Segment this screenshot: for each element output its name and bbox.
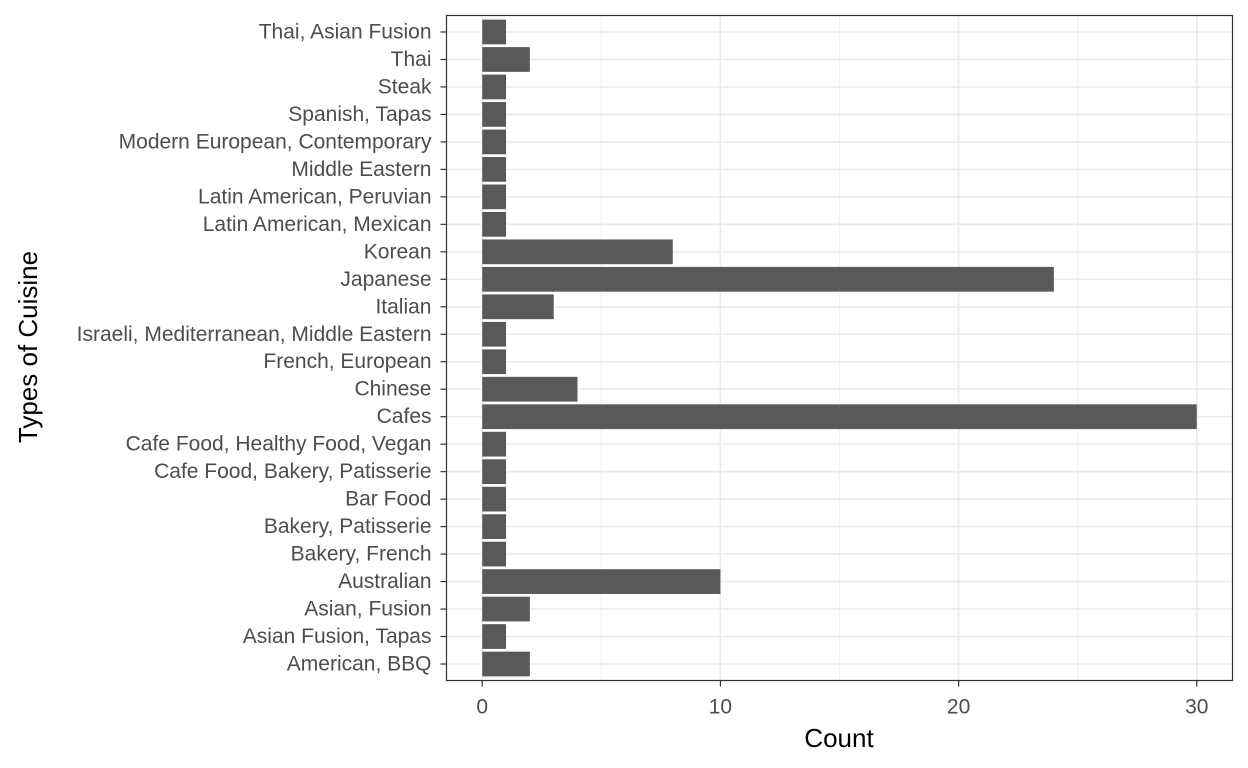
bar [482, 211, 507, 237]
bar [482, 349, 507, 375]
bar [482, 47, 530, 72]
bar [482, 266, 1054, 292]
x-tick-label: 30 [1185, 696, 1208, 719]
y-tick-label: Cafe Food, Bakery, Patisserie [154, 460, 431, 483]
bar [482, 624, 507, 649]
bar [482, 102, 507, 127]
y-tick-label: Latin American, Peruvian [198, 185, 431, 208]
y-tick-label: Bakery, Patisserie [264, 515, 432, 538]
bar [482, 321, 507, 347]
y-tick-label: Spanish, Tapas [288, 103, 431, 126]
bar [482, 157, 507, 182]
y-tick-label: Bar Food [345, 488, 431, 511]
y-tick-label: Cafes [377, 405, 432, 428]
y-tick-label: Italian [375, 295, 431, 318]
y-tick-label: Asian, Fusion [304, 598, 431, 621]
bar [482, 514, 507, 539]
y-tick-label: Japanese [340, 268, 431, 291]
bar [482, 294, 554, 320]
bar [482, 569, 721, 594]
bar [482, 376, 578, 402]
x-tick-label: 20 [947, 696, 970, 719]
y-tick-label: Thai [391, 48, 432, 71]
bar [482, 404, 1197, 430]
x-tick-label: 10 [709, 696, 732, 719]
y-tick-label: American, BBQ [287, 653, 432, 676]
y-tick-label: Australian [338, 570, 431, 593]
y-tick-label: Asian Fusion, Tapas [243, 625, 432, 648]
bar [482, 239, 673, 265]
x-tick-label: 0 [476, 696, 488, 719]
bar [482, 431, 507, 457]
x-axis: 0 10 20 30 [476, 680, 1208, 719]
y-tick-label: Modern European, Contemporary [119, 130, 432, 153]
x-axis-title: Count [804, 723, 874, 753]
y-axis-title: Types of Cuisine [13, 251, 43, 443]
y-tick-label: Israeli, Mediterranean, Middle Eastern [77, 323, 432, 346]
y-tick-label: Korean [364, 240, 432, 263]
y-tick-label: Steak [378, 75, 432, 98]
bar [482, 486, 507, 512]
bar [482, 184, 507, 210]
y-tick-label: Chinese [354, 378, 431, 401]
y-tick-label: Cafe Food, Healthy Food, Vegan [126, 433, 432, 456]
y-tick-label: Middle Eastern [291, 158, 431, 181]
y-tick-label: Thai, Asian Fusion [259, 20, 432, 43]
y-tick-label: Bakery, French [291, 543, 432, 566]
y-tick-label: Latin American, Mexican [203, 213, 432, 236]
bar [482, 129, 507, 155]
panel-border [445, 14, 1234, 682]
bar [482, 596, 530, 622]
bar [482, 651, 530, 677]
bar [482, 459, 507, 485]
grid-layer [446, 15, 1233, 681]
bar-layer [482, 19, 1197, 677]
bar [482, 74, 507, 100]
bar [482, 19, 507, 45]
bar [482, 541, 507, 567]
y-axis: American, BBQ Asian Fusion, Tapas Asian, F… [77, 20, 447, 676]
y-tick-label: French, European [263, 350, 431, 373]
